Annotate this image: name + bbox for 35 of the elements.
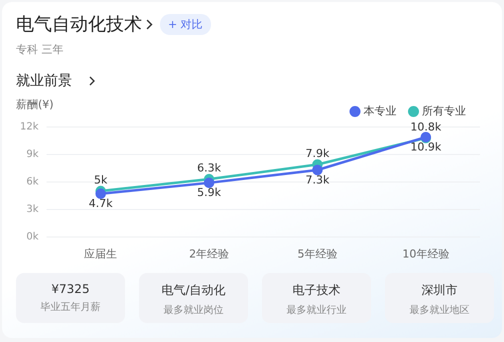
legend-label: 本专业 — [364, 104, 396, 118]
x-tick-label: 5年经验 — [297, 247, 338, 260]
y-tick-label: 12k — [20, 122, 39, 133]
y-tick-label: 9k — [26, 149, 39, 160]
data-label: 7.3k — [306, 173, 330, 186]
data-label: 7.9k — [306, 146, 330, 160]
text: 就业前景 — [16, 72, 72, 90]
legend-label: 所有专业 — [422, 104, 466, 118]
text: + 对比 — [160, 14, 211, 35]
text: 深圳市 — [420, 282, 458, 299]
point — [312, 164, 323, 176]
x-tick-label: 2年经验 — [189, 247, 230, 260]
chart-title: 电气自动化技术 — [16, 13, 142, 36]
data-label: 10.9k — [410, 140, 442, 154]
y-tick-label: 3k — [26, 204, 39, 215]
point — [95, 188, 106, 200]
data-label: 4.7k — [88, 197, 114, 210]
x-tick-label: 10年经验 — [402, 247, 450, 260]
chart-subtitle: 专科 三年 — [16, 42, 64, 57]
text: 电子技术 — [292, 282, 342, 299]
x-tick-label: 应届生 — [84, 247, 118, 260]
data-label: 5k — [94, 173, 108, 186]
point — [204, 178, 214, 188]
y-axis-title: 薪酬(¥) — [16, 97, 54, 112]
text: 电气/自动化 — [160, 282, 227, 299]
text: ¥7325 — [50, 282, 91, 296]
text: 最多就业行业 — [286, 304, 348, 317]
text: 最多就业岗位 — [162, 304, 224, 317]
y-tick-label: 6k — [26, 176, 39, 188]
data-label: 10.8k — [410, 120, 442, 134]
text: 最多就业地区 — [408, 304, 470, 317]
data-label: 6.3k — [197, 162, 222, 175]
data-label: 5.9k — [197, 186, 222, 200]
text: 毕业五年月薪 — [40, 300, 102, 314]
y-tick-label: 0k — [26, 231, 39, 242]
